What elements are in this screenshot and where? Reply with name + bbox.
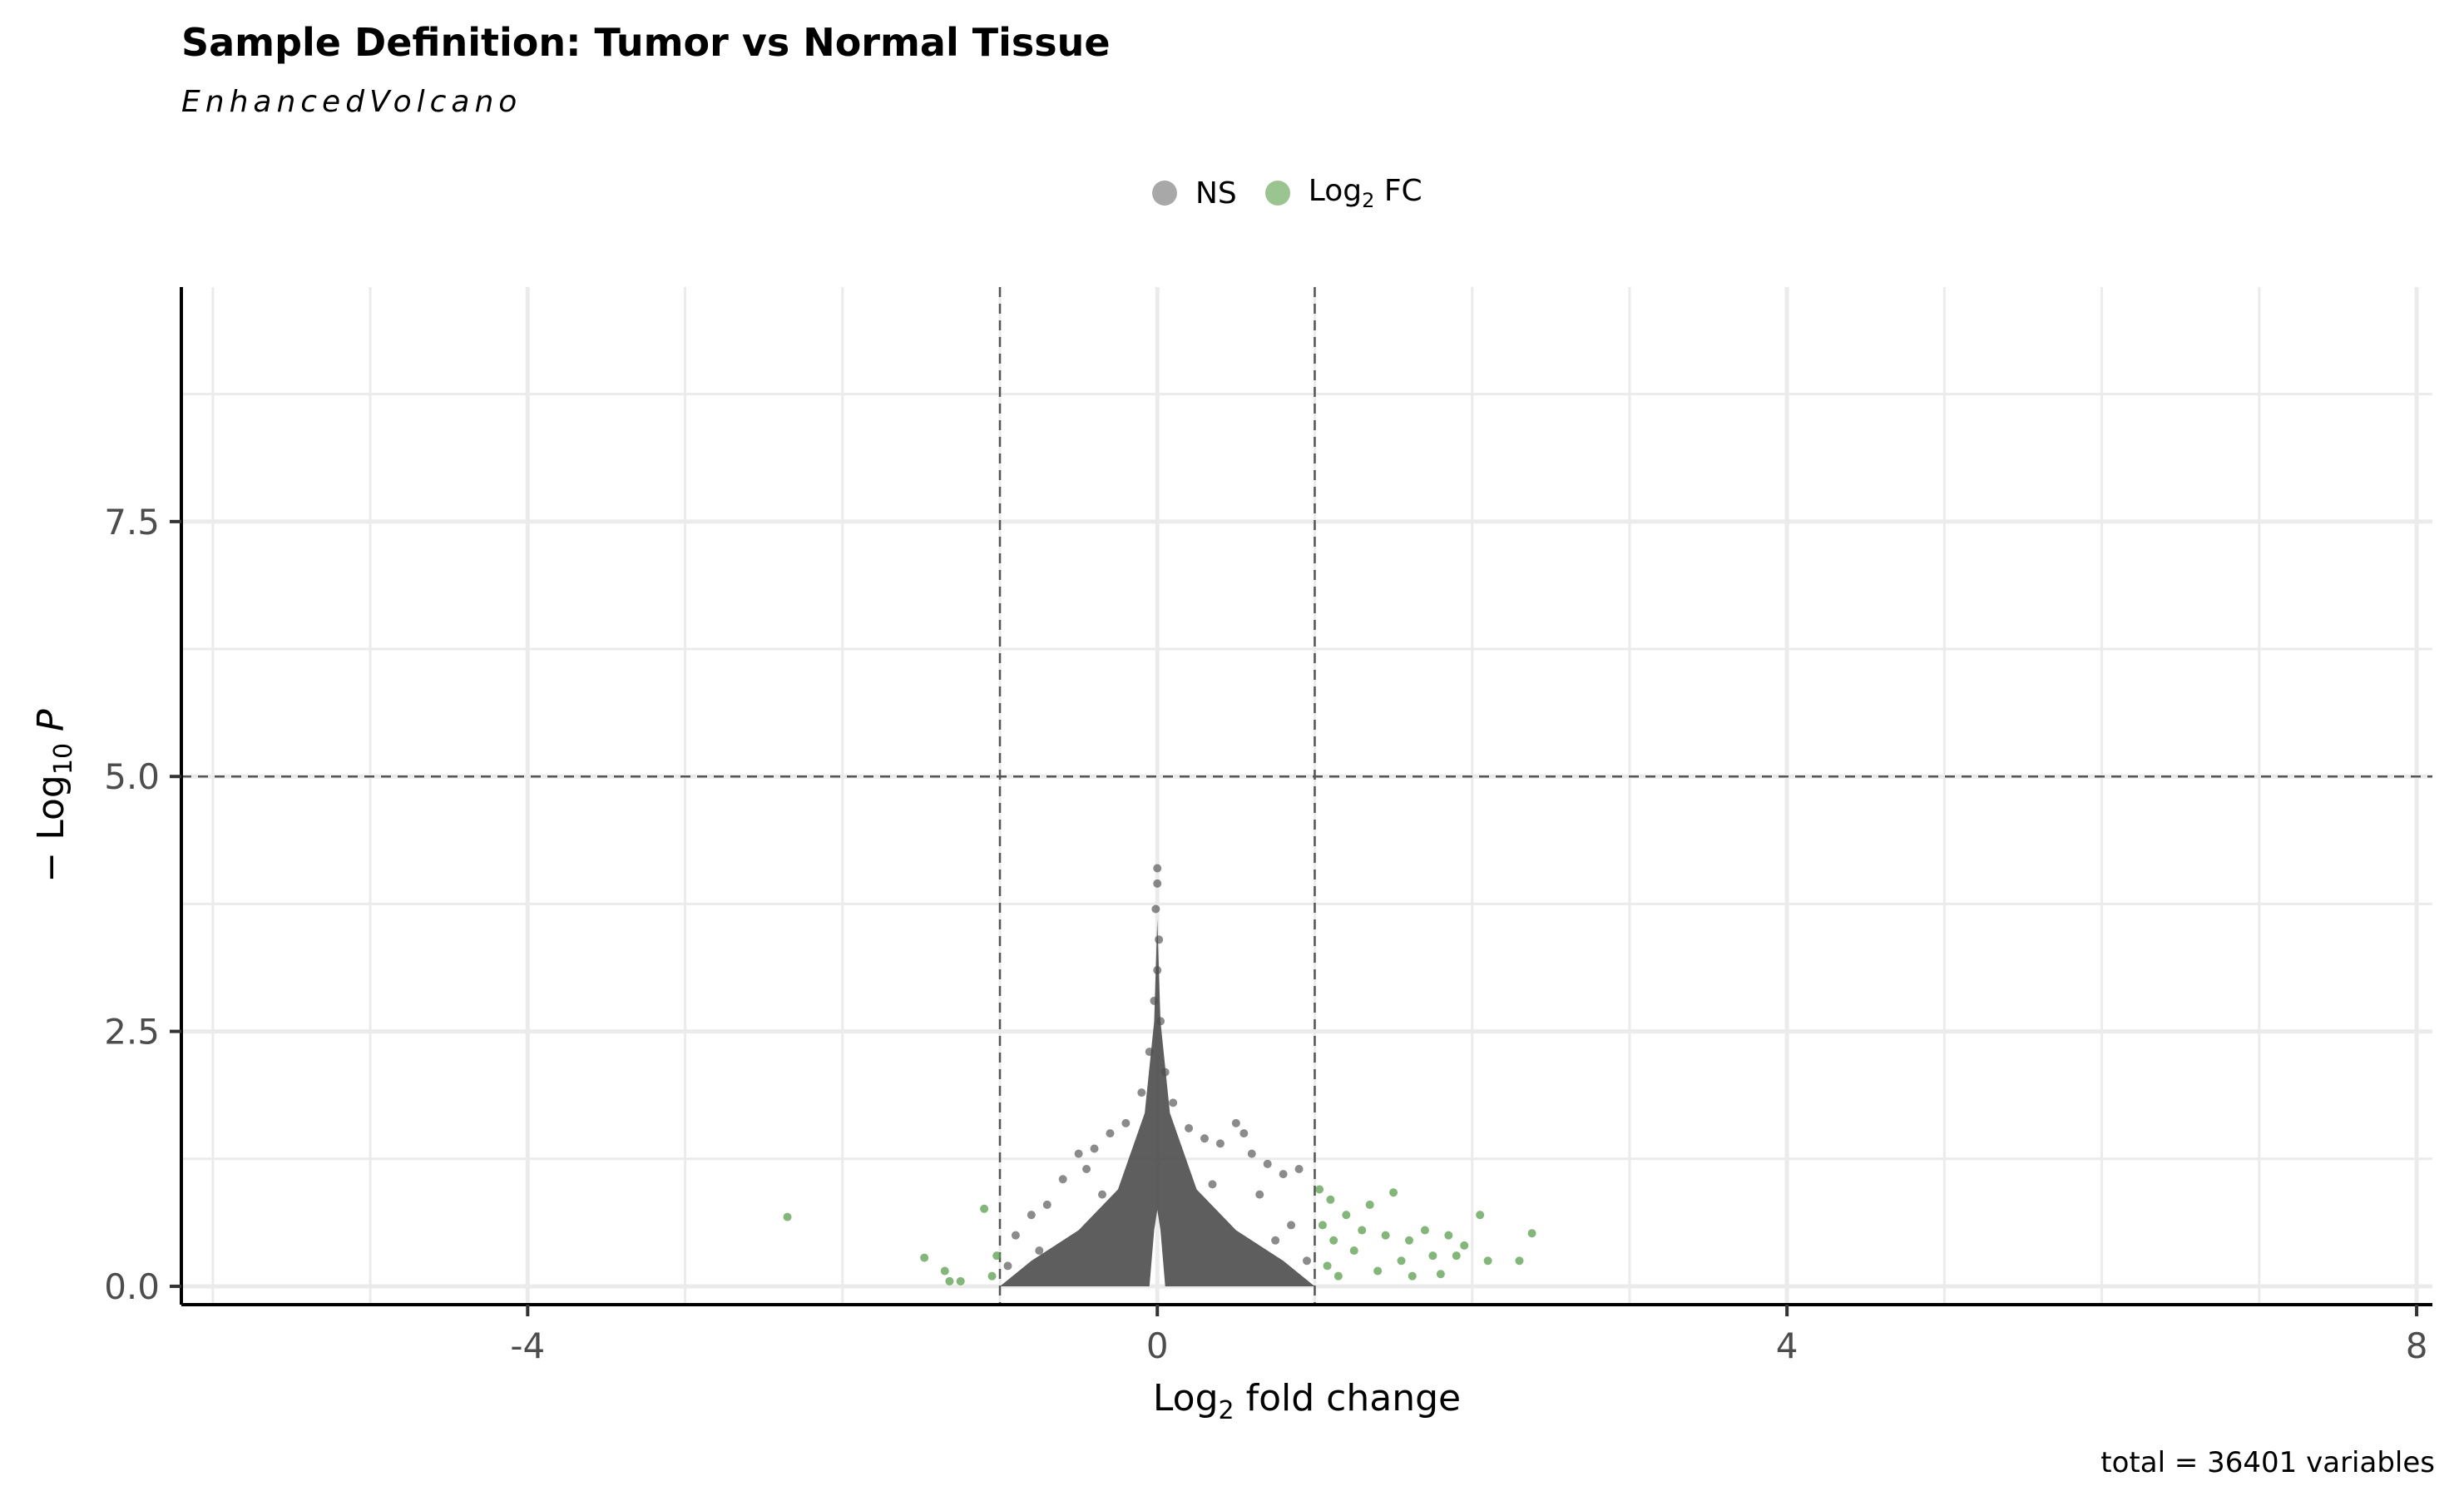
ns-point <box>1137 1088 1146 1097</box>
legend-label-ns: NS <box>1195 176 1237 211</box>
ns-point <box>1153 864 1162 873</box>
log2fc-point <box>1476 1211 1485 1220</box>
ns-point <box>1263 1159 1272 1168</box>
ns-point <box>1042 1200 1051 1209</box>
log2fc-point <box>1342 1211 1351 1220</box>
log2fc-point <box>1428 1251 1437 1261</box>
legend: NS Log2 FC <box>1152 166 1451 220</box>
chart-caption: total = 36401 variables <box>2100 1446 2435 1479</box>
y-axis-title: − Log10 P <box>30 709 78 883</box>
log2fc-point <box>1333 1271 1343 1281</box>
grid-major <box>181 287 2432 1305</box>
ns-point <box>1106 1129 1115 1138</box>
legend-item-ns: NS <box>1152 176 1237 211</box>
log2fc-point <box>945 1276 954 1286</box>
log2fc-point <box>1483 1256 1492 1266</box>
log2fc-point <box>1408 1271 1417 1281</box>
ns-point <box>1098 1190 1106 1199</box>
legend-item-log2fc: Log2 FC <box>1264 174 1422 212</box>
ns-point <box>1074 1149 1083 1158</box>
log2fc-point <box>1436 1270 1445 1279</box>
log2fc-point <box>987 1271 997 1281</box>
ns-point <box>1279 1170 1288 1179</box>
log2fc-point <box>1329 1236 1338 1245</box>
log2fc-point <box>1318 1221 1327 1230</box>
log2fc-point <box>1323 1261 1332 1271</box>
ns-point <box>1287 1221 1296 1230</box>
log2fc-point <box>1381 1231 1390 1240</box>
ns-point <box>1003 1261 1012 1271</box>
ns-point <box>1090 1144 1099 1153</box>
data-points <box>783 864 1536 1286</box>
log2fc-point <box>1397 1256 1406 1266</box>
axis-ticks: -4 0 4 8 0.0 2.5 5.0 7.5 <box>104 502 2427 1366</box>
ns-point <box>1058 1175 1067 1184</box>
log2fc-point <box>1358 1226 1367 1235</box>
chart-title: Sample Definition: Tumor vs Normal Tissu… <box>181 20 1111 65</box>
grid-minor <box>181 287 2432 1305</box>
x-tick-label: 4 <box>1776 1325 1799 1366</box>
ns-point <box>1160 1068 1170 1077</box>
log2fc-point <box>920 1253 929 1262</box>
ns-point <box>1153 966 1162 975</box>
log2fc-point <box>1515 1256 1524 1266</box>
log2fc-point <box>956 1276 965 1286</box>
x-tick-label: -4 <box>510 1325 545 1366</box>
log2fc-point <box>1460 1241 1469 1250</box>
cutoff-lines <box>181 287 2432 1305</box>
ns-point <box>1011 1231 1020 1240</box>
log2fc-point <box>992 1251 1002 1261</box>
ns-point <box>1231 1118 1240 1127</box>
ns-point <box>1082 1165 1091 1174</box>
log2fc-point <box>1527 1229 1536 1238</box>
ns-point <box>1145 1048 1154 1057</box>
ns-point <box>1200 1134 1209 1143</box>
ns-point <box>1247 1149 1256 1158</box>
x-tick-label: 0 <box>1146 1325 1169 1366</box>
x-tick-label: 8 <box>2406 1325 2428 1366</box>
axes <box>180 287 2432 1306</box>
ns-point <box>1271 1236 1280 1245</box>
log2fc-point <box>1326 1195 1335 1204</box>
y-tick-label: 7.5 <box>104 502 160 542</box>
log2fc-point <box>1420 1226 1429 1235</box>
log2fc-point <box>1373 1266 1383 1276</box>
ns-point <box>1027 1211 1036 1220</box>
ns-point <box>1239 1129 1249 1138</box>
legend-swatch-ns <box>1152 181 1177 206</box>
ns-point <box>1185 1123 1194 1132</box>
log2fc-point <box>1405 1236 1413 1245</box>
log2fc-point <box>1315 1185 1324 1194</box>
log2fc-point <box>1349 1246 1358 1256</box>
log2fc-point <box>1444 1231 1453 1240</box>
ns-point <box>1153 879 1162 888</box>
log2fc-point <box>1365 1200 1374 1209</box>
ns-point <box>1294 1165 1304 1174</box>
ns-point <box>1150 996 1159 1005</box>
ns-point <box>1215 1139 1225 1148</box>
ns-point-cloud <box>1000 919 1315 1286</box>
log2fc-point <box>980 1204 989 1213</box>
log2fc-point <box>1452 1251 1461 1261</box>
ns-point <box>1156 1017 1165 1026</box>
ns-point <box>1169 1098 1178 1107</box>
ns-point <box>1208 1180 1217 1189</box>
ns-point <box>1255 1190 1264 1199</box>
chart-subtitle: EnhancedVolcano <box>181 85 522 119</box>
log2fc-point <box>940 1266 949 1276</box>
ns-point <box>1151 904 1160 914</box>
ns-point <box>1303 1256 1311 1266</box>
legend-label-log2fc: Log2 FC <box>1308 174 1422 212</box>
log2fc-point <box>783 1212 792 1221</box>
legend-swatch-log2fc <box>1264 181 1290 206</box>
y-tick-label: 2.5 <box>104 1012 160 1053</box>
y-tick-label: 5.0 <box>104 756 160 797</box>
ns-point <box>1035 1246 1044 1256</box>
ns-point <box>1155 935 1164 944</box>
y-tick-label: 0.0 <box>104 1266 160 1307</box>
x-axis-title: Log2 fold change <box>1153 1377 1461 1425</box>
ns-point <box>1121 1118 1131 1127</box>
log2fc-point <box>1389 1188 1398 1197</box>
